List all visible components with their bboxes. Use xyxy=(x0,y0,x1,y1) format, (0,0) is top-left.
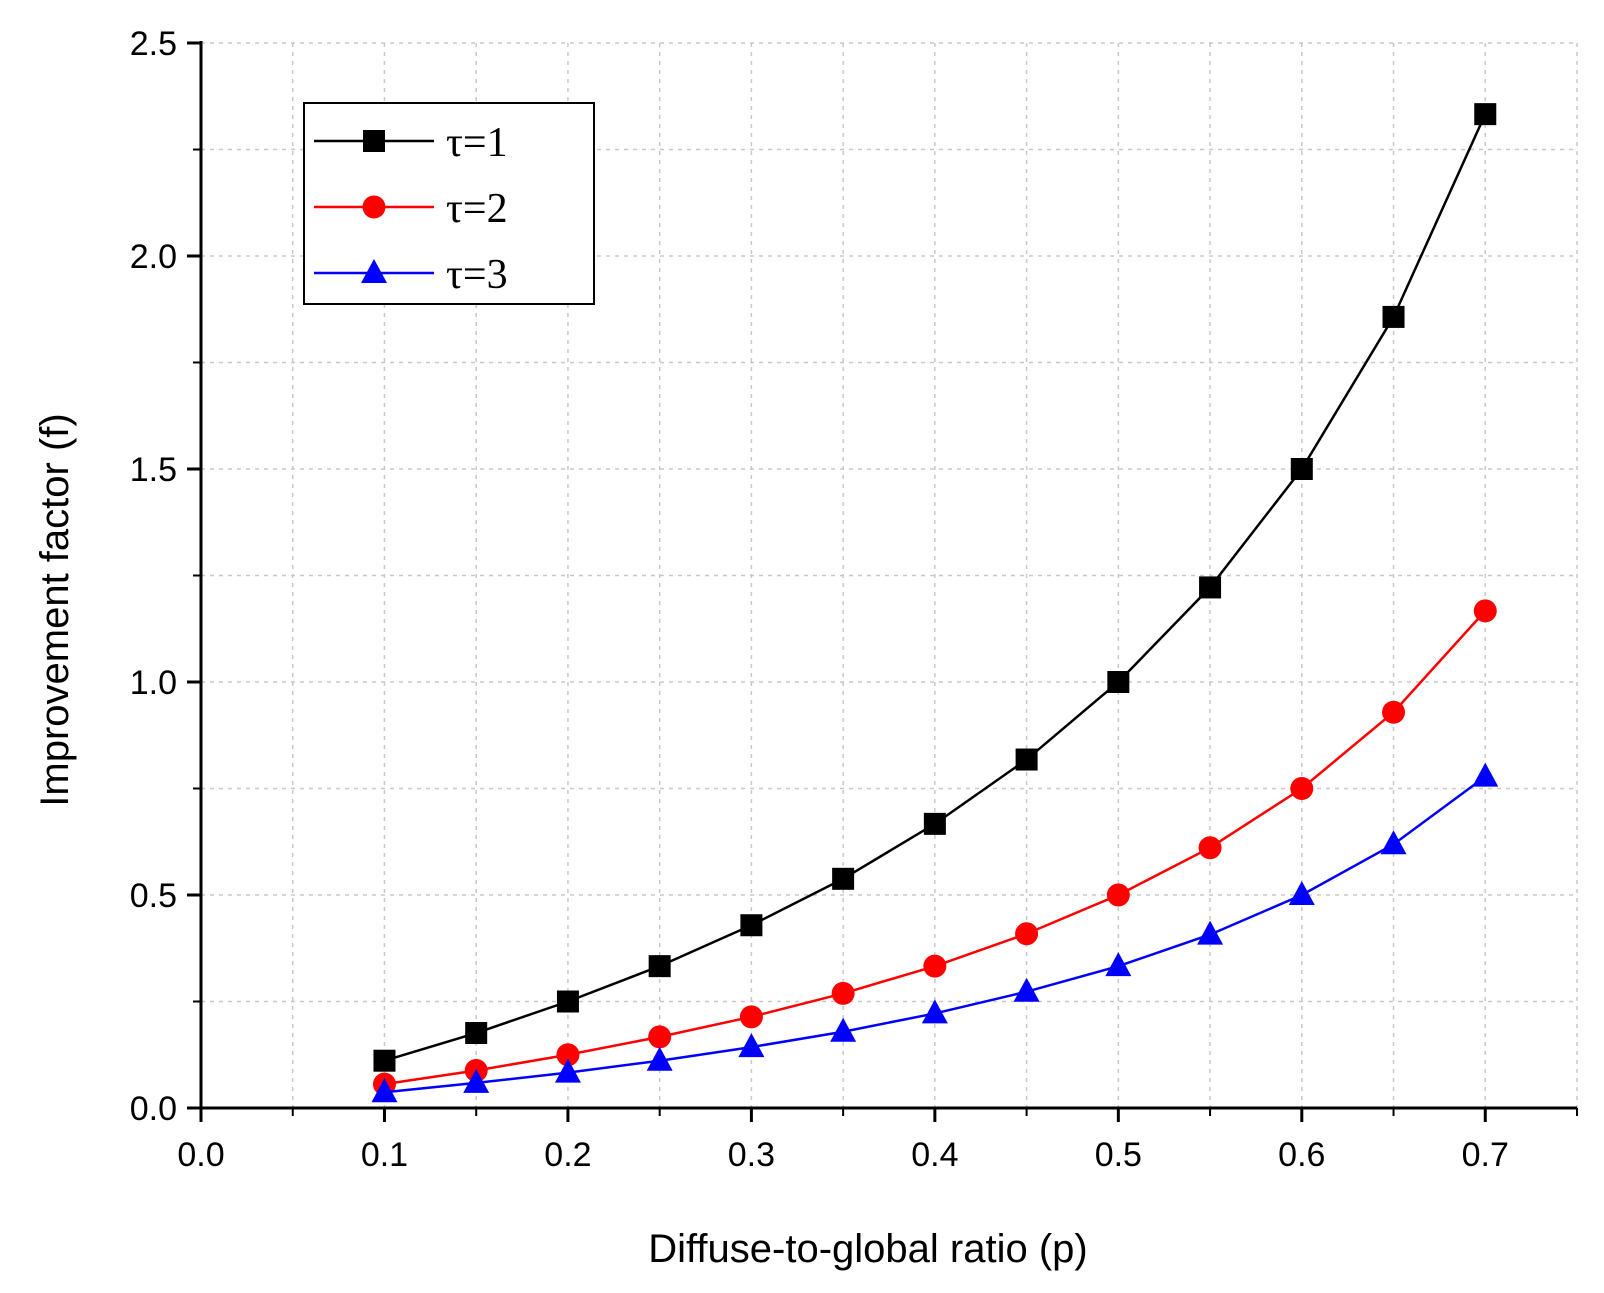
data-point xyxy=(1474,103,1497,126)
data-point xyxy=(1380,830,1407,855)
data-point xyxy=(832,867,855,890)
data-point xyxy=(1382,305,1405,328)
data-point xyxy=(371,1078,398,1103)
series-1 xyxy=(373,103,1497,1072)
data-point xyxy=(554,1058,581,1083)
axes xyxy=(187,41,1578,1122)
data-point xyxy=(831,981,855,1005)
data-point xyxy=(1198,836,1222,860)
data-point xyxy=(463,1068,490,1093)
data-point xyxy=(1107,671,1130,693)
legend-entry: τ=3 xyxy=(314,252,508,298)
data-point xyxy=(556,990,579,1013)
data-point xyxy=(1290,777,1314,800)
data-point xyxy=(1473,599,1497,623)
data-point xyxy=(738,1033,765,1058)
data-point xyxy=(373,1049,396,1072)
series-3 xyxy=(371,762,1499,1103)
data-point xyxy=(648,1025,672,1049)
y-tick-label: 2.5 xyxy=(130,25,177,63)
data-point xyxy=(923,812,946,835)
tick-labels: 0.0 0.1 0.2 0.3 0.4 0.5 0.6 0.7 0.0 0.5 1.0 1.5 2.0 2… xyxy=(130,25,1509,1174)
series-2 xyxy=(372,599,1497,1096)
data-point xyxy=(646,1046,673,1071)
x-tick-label: 0.2 xyxy=(544,1136,591,1174)
data-point xyxy=(556,1043,580,1067)
legend-entry: τ=2 xyxy=(314,186,508,232)
legend-entry: τ=1 xyxy=(314,120,508,166)
x-tick-label: 0.5 xyxy=(1095,1136,1142,1174)
x-tick-label: 0.6 xyxy=(1278,1136,1325,1174)
legend-label: τ=1 xyxy=(446,120,508,166)
y-tick-label: 1.5 xyxy=(130,451,177,489)
legend: τ=1 τ=2 τ=3 xyxy=(303,102,595,305)
legend-marker xyxy=(361,259,387,283)
y-tick-label: 1.0 xyxy=(130,664,177,702)
data-point xyxy=(739,1005,763,1029)
x-tick-label: 0.3 xyxy=(728,1136,775,1174)
data-point xyxy=(1382,700,1406,724)
data-point xyxy=(923,954,947,978)
data-point xyxy=(465,1022,488,1045)
legend-marker xyxy=(362,195,386,219)
data-point xyxy=(648,955,671,978)
series-layer xyxy=(371,103,1499,1103)
y-tick-label: 0.5 xyxy=(130,877,177,915)
x-tick-label: 0.0 xyxy=(177,1136,224,1174)
y-axis-title: Improvement factor (f) xyxy=(33,413,77,806)
x-tick-label: 0.4 xyxy=(911,1136,958,1174)
legend-box xyxy=(303,102,595,305)
y-tick-label: 0.0 xyxy=(130,1090,177,1128)
data-point xyxy=(740,914,763,937)
legend-marker xyxy=(363,130,385,152)
data-point xyxy=(1288,881,1315,905)
y-tick-label: 2.0 xyxy=(130,238,177,276)
data-point xyxy=(921,999,948,1024)
data-point xyxy=(1199,576,1222,599)
data-point xyxy=(830,1017,857,1042)
data-point xyxy=(1197,920,1224,945)
data-point xyxy=(1472,762,1499,787)
data-point xyxy=(1290,458,1313,480)
x-tick-label: 0.7 xyxy=(1462,1136,1509,1174)
data-point xyxy=(1015,748,1038,771)
legend-label: τ=2 xyxy=(446,186,508,232)
data-point xyxy=(1106,883,1130,907)
legend-label: τ=3 xyxy=(446,252,508,298)
data-point xyxy=(1015,922,1039,946)
x-tick-label: 0.1 xyxy=(361,1136,408,1174)
data-point xyxy=(1013,977,1040,1002)
x-axis-title: Diffuse-to-global ratio (p) xyxy=(648,1227,1087,1271)
grid-lines xyxy=(201,42,1578,1108)
data-point xyxy=(1105,952,1132,977)
